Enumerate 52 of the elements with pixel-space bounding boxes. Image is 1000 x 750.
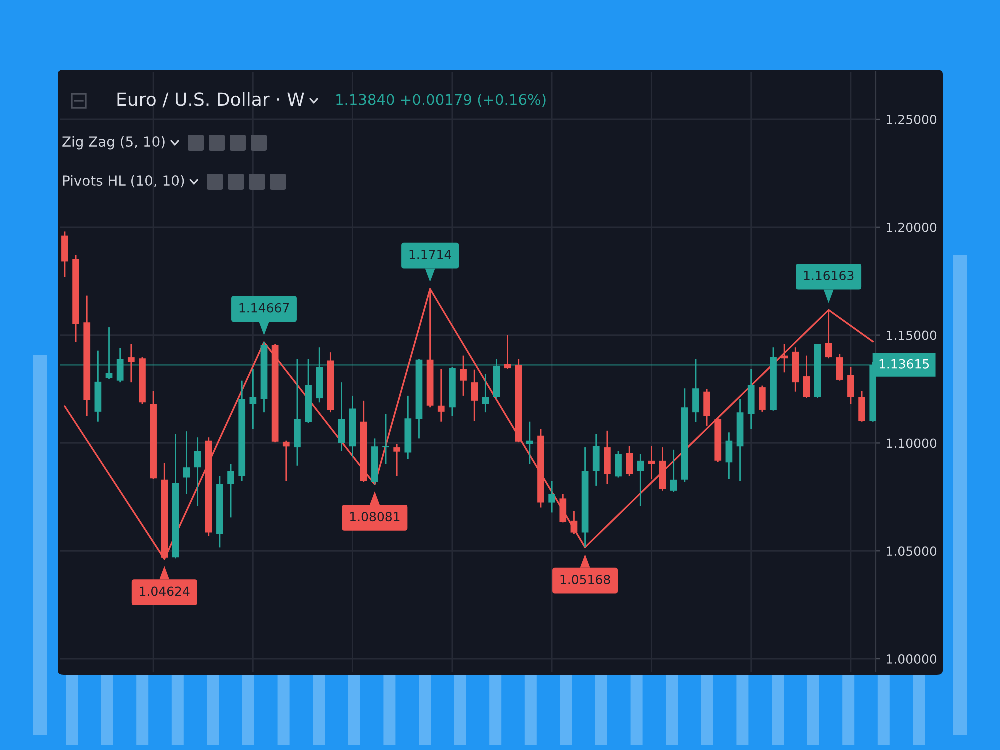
text: Euro / U.S. Dollar · W	[118, 92, 304, 108]
candlestick	[504, 334, 512, 370]
y-tick-label: 1.10000	[887, 438, 937, 448]
ref-line-label: 1.13615	[880, 359, 930, 369]
candlestick	[338, 382, 346, 452]
candlestick	[626, 445, 634, 477]
data-label: 1.1714	[410, 250, 452, 260]
candlestick	[482, 373, 490, 414]
candlestick	[250, 368, 257, 430]
data-label: 1.08081	[350, 512, 400, 522]
candlestick	[825, 310, 832, 360]
y-tick-label: 1.20000	[887, 222, 937, 232]
y-tick-label: 1.25000	[887, 114, 937, 124]
candlestick	[382, 414, 390, 466]
candlestick	[726, 432, 733, 480]
candlestick	[194, 436, 202, 507]
candlestick	[106, 326, 113, 380]
candlestick	[648, 445, 656, 480]
data-label: 1.04624	[140, 586, 190, 596]
candlestick	[570, 510, 578, 535]
annotation: Zig Zag (5, 10)	[62, 136, 165, 150]
candlestick	[781, 343, 788, 374]
y-tick-label: 1.05000	[887, 546, 937, 556]
text: 1.13840 +0.00179 (+0.16%)	[336, 94, 546, 107]
candlestick	[560, 494, 567, 524]
y-tick-label: 1.15000	[887, 330, 937, 340]
candlestick	[228, 464, 234, 518]
candlestick	[183, 430, 190, 496]
y-tick-label: 1.00000	[887, 654, 937, 664]
line-series	[64, 288, 874, 560]
candlestick	[128, 343, 135, 384]
candlestick	[637, 454, 644, 507]
candlestick	[670, 449, 678, 493]
data-label: 1.14667	[240, 303, 290, 313]
candlestick	[471, 369, 478, 422]
candlestick	[858, 390, 866, 423]
candlestick	[836, 353, 844, 382]
candlestick	[692, 358, 700, 424]
candlestick	[615, 450, 622, 478]
annotation: Pivots HL (10, 10)	[63, 175, 184, 188]
data-label: 1.05168	[560, 575, 610, 584]
candlestick	[848, 366, 854, 405]
candlestick	[438, 368, 445, 423]
candlestick	[394, 444, 401, 477]
candlestick	[282, 440, 290, 482]
candlestick	[116, 348, 124, 384]
candlestick	[803, 355, 810, 400]
candlestick	[526, 421, 534, 466]
data-label: 1.16163	[804, 271, 854, 280]
candlestick	[460, 355, 467, 397]
candlestick	[548, 480, 556, 514]
candlestick	[758, 385, 766, 413]
